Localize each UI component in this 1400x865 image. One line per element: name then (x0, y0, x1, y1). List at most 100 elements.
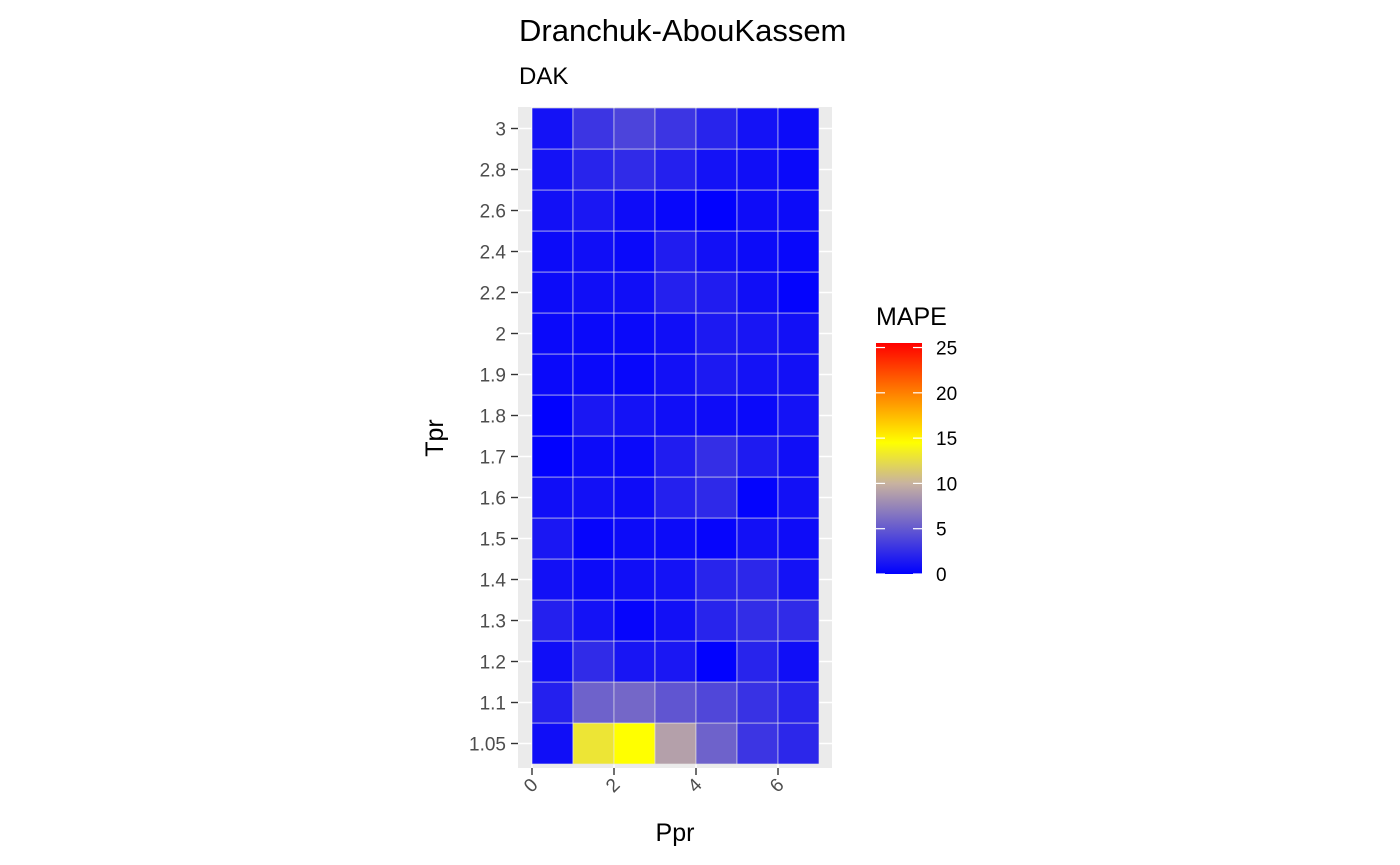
heatmap-tile (572, 681, 615, 724)
heatmap-tile (613, 312, 656, 355)
heatmap-tile (613, 558, 656, 601)
heatmap-tile (777, 271, 820, 314)
heatmap-tile (777, 353, 820, 396)
legend-tick-label: 10 (936, 474, 957, 495)
x-tick-label: 2 (602, 775, 624, 797)
heatmap-tile (572, 599, 615, 642)
y-tick-label: 1.5 (480, 530, 506, 551)
heatmap-tile (777, 230, 820, 273)
heatmap-tile (572, 558, 615, 601)
chart-subtitle: DAK (519, 63, 568, 90)
x-tick-label: 6 (766, 775, 788, 797)
heatmap-tile (736, 558, 779, 601)
heatmap-tile (695, 435, 738, 478)
heatmap-tile (777, 394, 820, 437)
legend-tick-label: 15 (936, 429, 957, 450)
y-axis-title: Tpr (421, 419, 449, 457)
heatmap-tile (654, 517, 697, 560)
heatmap-tile (531, 148, 574, 191)
heatmap-tile (613, 107, 656, 150)
y-tick-label: 1.2 (480, 653, 506, 674)
legend-tick-label: 20 (936, 384, 957, 405)
heatmap-tile (531, 681, 574, 724)
heatmap-tile (777, 107, 820, 150)
heatmap-tile (613, 353, 656, 396)
heatmap-tile (531, 353, 574, 396)
heatmap-tile (572, 230, 615, 273)
heatmap-tile (777, 681, 820, 724)
heatmap-tile (695, 271, 738, 314)
heatmap-tile (777, 476, 820, 519)
heatmap-tile (777, 640, 820, 683)
heatmap-tile (777, 517, 820, 560)
heatmap-tile (736, 640, 779, 683)
legend-tick-label: 5 (936, 520, 947, 541)
heatmap-tile (613, 435, 656, 478)
heatmap-tile (695, 353, 738, 396)
heatmap-tile (736, 353, 779, 396)
heatmap-tile (695, 476, 738, 519)
heatmap-tile (695, 681, 738, 724)
heatmap-tile (654, 312, 697, 355)
heatmap-tile (613, 189, 656, 232)
heatmap-tile (572, 189, 615, 232)
heatmap-tile (736, 722, 779, 765)
heatmap-tiles (531, 107, 820, 765)
heatmap-tile (736, 107, 779, 150)
y-tick-label: 2.6 (480, 202, 506, 223)
heatmap-tile (572, 476, 615, 519)
heatmap-tile (572, 107, 615, 150)
heatmap-tile (572, 722, 615, 765)
heatmap-tile (736, 394, 779, 437)
y-tick-label: 1.3 (480, 612, 506, 633)
legend-tick-label: 25 (936, 339, 957, 360)
heatmap-tile (736, 435, 779, 478)
heatmap-tile (531, 394, 574, 437)
heatmap-tile (777, 722, 820, 765)
heatmap-tile (777, 312, 820, 355)
heatmap-tile (613, 599, 656, 642)
heatmap-tile (572, 271, 615, 314)
heatmap-tile (531, 189, 574, 232)
heatmap-tile (654, 230, 697, 273)
heatmap-tile (613, 640, 656, 683)
heatmap-tile (736, 271, 779, 314)
heatmap-tile (777, 189, 820, 232)
heatmap-tile (531, 230, 574, 273)
y-tick-label: 1.9 (480, 366, 506, 387)
heatmap-tile (654, 599, 697, 642)
heatmap-tile (736, 189, 779, 232)
legend: MAPE 0 5 10 15 20 25 (876, 303, 957, 586)
x-axis-title: Ppr (656, 819, 695, 847)
y-tick-label: 1.1 (480, 694, 506, 715)
legend-title: MAPE (876, 303, 947, 331)
heatmap-tile (695, 148, 738, 191)
y-tick-label: 2 (495, 325, 506, 346)
heatmap-tile (654, 476, 697, 519)
heatmap-tile (531, 517, 574, 560)
heatmap-tile (736, 230, 779, 273)
heatmap-tile (654, 189, 697, 232)
x-tick-label: 0 (520, 775, 542, 797)
heatmap-tile (531, 599, 574, 642)
legend-tick-label: 0 (936, 565, 947, 586)
y-tick-label: 1.4 (480, 571, 507, 592)
heatmap-tile (531, 476, 574, 519)
heatmap-tile (736, 517, 779, 560)
heatmap-tile (572, 517, 615, 560)
heatmap-tile (736, 681, 779, 724)
heatmap-tile (695, 189, 738, 232)
heatmap-tile (777, 558, 820, 601)
heatmap-tile (777, 148, 820, 191)
heatmap-tile (736, 312, 779, 355)
y-tick-label: 2.2 (480, 284, 506, 305)
heatmap-tile (613, 722, 656, 765)
y-tick-label: 2.4 (480, 243, 507, 264)
heatmap-tile (654, 435, 697, 478)
y-tick-label: 1.05 (469, 735, 506, 756)
heatmap-tile (695, 517, 738, 560)
heatmap-tile (736, 599, 779, 642)
heatmap-tile (531, 722, 574, 765)
y-tick-label: 1.8 (480, 407, 506, 428)
heatmap-tile (572, 640, 615, 683)
